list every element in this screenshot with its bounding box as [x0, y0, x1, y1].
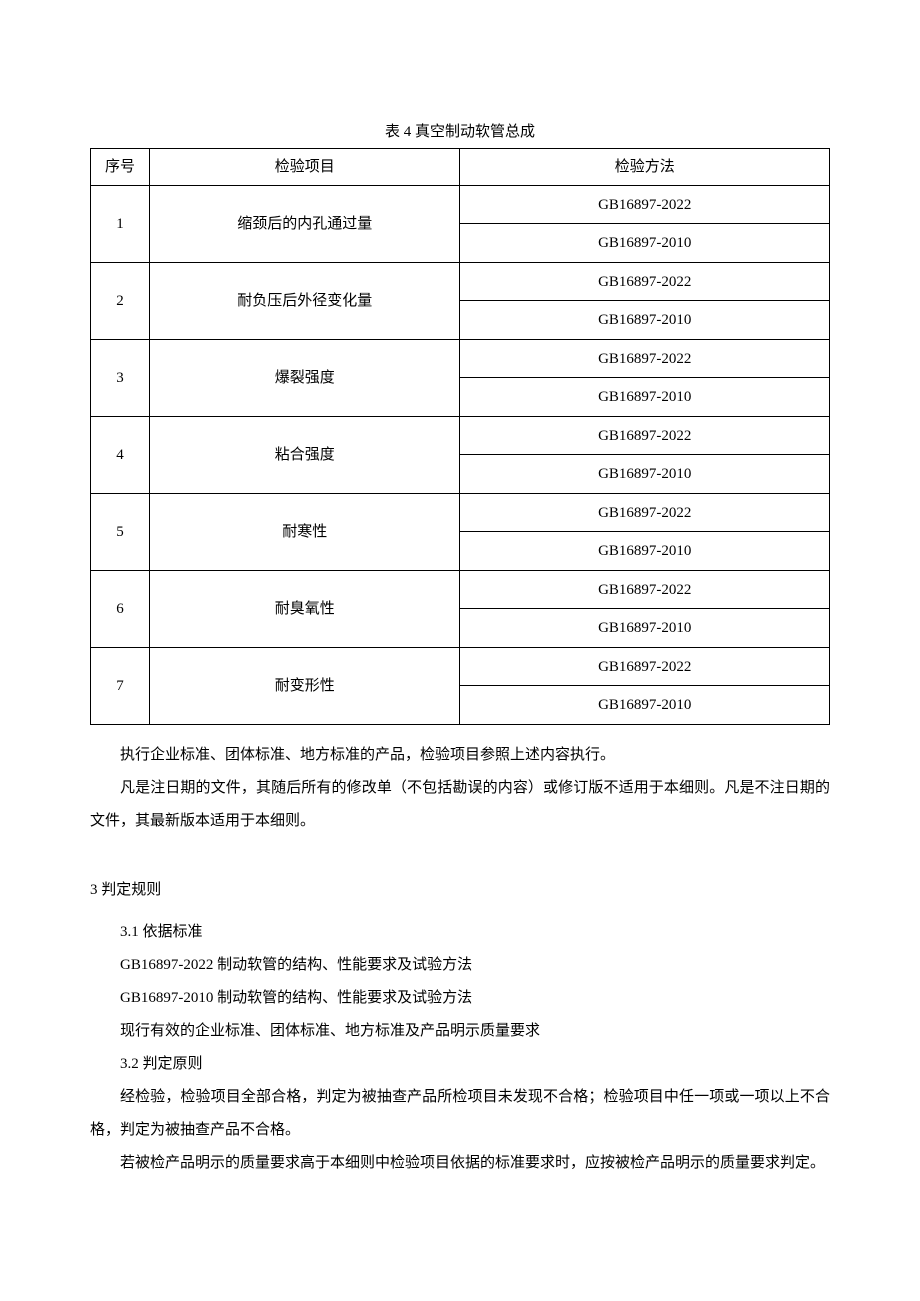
header-item: 检验项目 [150, 149, 460, 186]
table-row: 6耐臭氧性GB16897-2022GB16897-2010 [91, 571, 830, 648]
cell-method: GB16897-2022GB16897-2010 [460, 340, 830, 417]
method-value-2: GB16897-2010 [460, 686, 829, 724]
body-text-block-1: 执行企业标准、团体标准、地方标准的产品，检验项目参照上述内容执行。 凡是注日期的… [90, 739, 830, 838]
cell-method: GB16897-2022GB16897-2010 [460, 417, 830, 494]
inspection-table: 序号 检验项目 检验方法 1缩颈后的内孔通过量GB16897-2022GB168… [90, 148, 830, 725]
cell-item: 耐变形性 [150, 648, 460, 725]
method-value-1: GB16897-2022 [460, 648, 829, 686]
body-text-block-2: 经检验，检验项目全部合格，判定为被抽查产品所检项目未发现不合格；检验项目中任一项… [90, 1081, 830, 1180]
cell-item: 耐臭氧性 [150, 571, 460, 648]
table-header-row: 序号 检验项目 检验方法 [91, 149, 830, 186]
paragraph-2: 凡是注日期的文件，其随后所有的修改单（不包括勘误的内容）或修订版不适用于本细则。… [90, 772, 830, 838]
cell-seq: 5 [91, 494, 150, 571]
table-title: 表 4 真空制动软管总成 [90, 120, 830, 144]
method-value-1: GB16897-2022 [460, 417, 829, 455]
header-method: 检验方法 [460, 149, 830, 186]
cell-item: 粘合强度 [150, 417, 460, 494]
cell-seq: 4 [91, 417, 150, 494]
cell-seq: 1 [91, 186, 150, 263]
cell-seq: 7 [91, 648, 150, 725]
table-row: 3爆裂强度GB16897-2022GB16897-2010 [91, 340, 830, 417]
table-row: 5耐寒性GB16897-2022GB16897-2010 [91, 494, 830, 571]
subsection-3-1: 3.1 依据标准 [90, 916, 830, 949]
standard-line-2: GB16897-2010 制动软管的结构、性能要求及试验方法 [90, 982, 830, 1015]
cell-method: GB16897-2022GB16897-2010 [460, 494, 830, 571]
cell-seq: 2 [91, 263, 150, 340]
method-value-1: GB16897-2022 [460, 263, 829, 301]
paragraph-1: 执行企业标准、团体标准、地方标准的产品，检验项目参照上述内容执行。 [90, 739, 830, 772]
cell-item: 缩颈后的内孔通过量 [150, 186, 460, 263]
method-value-2: GB16897-2010 [460, 455, 829, 493]
cell-item: 耐寒性 [150, 494, 460, 571]
cell-seq: 3 [91, 340, 150, 417]
cell-method: GB16897-2022GB16897-2010 [460, 263, 830, 340]
cell-seq: 6 [91, 571, 150, 648]
cell-method: GB16897-2022GB16897-2010 [460, 186, 830, 263]
cell-item: 爆裂强度 [150, 340, 460, 417]
method-value-1: GB16897-2022 [460, 340, 829, 378]
method-value-2: GB16897-2010 [460, 532, 829, 570]
paragraph-4: 若被检产品明示的质量要求高于本细则中检验项目依据的标准要求时，应按被检产品明示的… [90, 1147, 830, 1180]
method-value-1: GB16897-2022 [460, 571, 829, 609]
cell-item: 耐负压后外径变化量 [150, 263, 460, 340]
subsection-3-2: 3.2 判定原则 [90, 1048, 830, 1081]
section-3-content: 3.1 依据标准 GB16897-2022 制动软管的结构、性能要求及试验方法 … [90, 916, 830, 1081]
table-row: 2耐负压后外径变化量GB16897-2022GB16897-2010 [91, 263, 830, 340]
method-value-1: GB16897-2022 [460, 186, 829, 224]
table-row: 7耐变形性GB16897-2022GB16897-2010 [91, 648, 830, 725]
standard-line-3: 现行有效的企业标准、团体标准、地方标准及产品明示质量要求 [90, 1015, 830, 1048]
method-value-2: GB16897-2010 [460, 224, 829, 262]
standard-line-1: GB16897-2022 制动软管的结构、性能要求及试验方法 [90, 949, 830, 982]
method-value-2: GB16897-2010 [460, 378, 829, 416]
method-value-2: GB16897-2010 [460, 609, 829, 647]
method-value-1: GB16897-2022 [460, 494, 829, 532]
header-seq: 序号 [91, 149, 150, 186]
cell-method: GB16897-2022GB16897-2010 [460, 648, 830, 725]
cell-method: GB16897-2022GB16897-2010 [460, 571, 830, 648]
table-row: 4粘合强度GB16897-2022GB16897-2010 [91, 417, 830, 494]
paragraph-3: 经检验，检验项目全部合格，判定为被抽查产品所检项目未发现不合格；检验项目中任一项… [90, 1081, 830, 1147]
method-value-2: GB16897-2010 [460, 301, 829, 339]
section-3-heading: 3 判定规则 [90, 878, 830, 902]
table-row: 1缩颈后的内孔通过量GB16897-2022GB16897-2010 [91, 186, 830, 263]
